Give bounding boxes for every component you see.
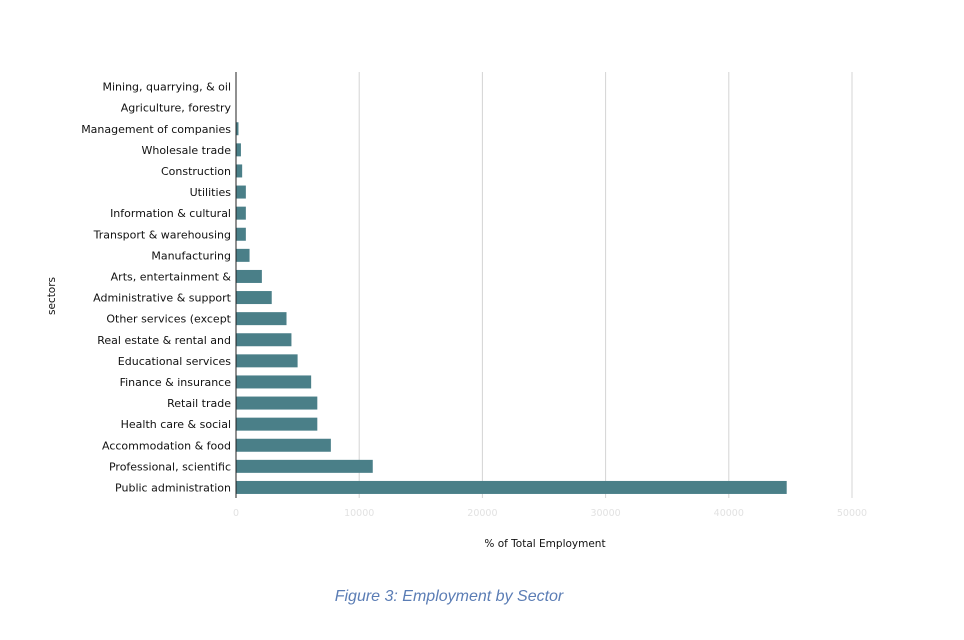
- category-label: Health care & social: [121, 418, 231, 431]
- category-label: Public administration: [115, 481, 231, 494]
- bar: [236, 354, 298, 368]
- category-label: Wholesale trade: [141, 144, 231, 157]
- category-label: Transport & warehousing: [93, 228, 231, 241]
- category-label: Agriculture, forestry: [121, 102, 232, 115]
- category-label: Professional, scientific: [109, 460, 231, 473]
- bar: [236, 227, 246, 241]
- category-label: Information & cultural: [110, 207, 231, 220]
- x-tick-label: 50000: [837, 508, 867, 519]
- x-tick-label: 40000: [714, 508, 744, 519]
- figure-caption: Figure 3: Employment by Sector: [334, 588, 564, 605]
- x-axis-title: % of Total Employment: [484, 538, 605, 550]
- category-label: Construction: [161, 165, 231, 178]
- bar: [236, 291, 272, 305]
- bar: [236, 312, 287, 326]
- x-tick-labels: 0 10000 20000 30000 40000 50000: [233, 508, 867, 519]
- category-label: Finance & insurance: [120, 376, 232, 389]
- category-labels: Mining, quarrying, & oil Agriculture, for…: [81, 81, 231, 495]
- gridlines: [358, 72, 853, 498]
- bar: [236, 333, 292, 347]
- x-tick-label: 20000: [467, 508, 497, 519]
- bar: [236, 269, 262, 283]
- bars: [236, 122, 787, 494]
- category-label: Administrative & support: [93, 292, 232, 305]
- bar: [236, 143, 241, 157]
- bar: [236, 375, 312, 389]
- category-label: Mining, quarrying, & oil: [103, 81, 232, 94]
- bar: [236, 480, 787, 494]
- category-label: Manufacturing: [151, 249, 231, 262]
- bar: [236, 396, 318, 410]
- x-tick-label: 30000: [590, 508, 620, 519]
- bar-chart: Mining, quarrying, & oil Agriculture, for…: [46, 72, 867, 550]
- x-tick-label: 0: [233, 508, 239, 519]
- y-axis-title: sectors: [46, 277, 58, 315]
- bar: [236, 185, 246, 199]
- x-tick-label: 10000: [344, 508, 374, 519]
- category-label: Accommodation & food: [102, 439, 231, 452]
- bar: [236, 438, 331, 452]
- category-label: Management of companies: [81, 123, 231, 136]
- bar: [236, 248, 250, 262]
- category-label: Arts, entertainment &: [111, 270, 232, 283]
- bar: [236, 164, 243, 178]
- category-label: Other services (except: [106, 313, 231, 326]
- category-label: Utilities: [190, 186, 232, 199]
- bar: [236, 122, 239, 136]
- category-label: Retail trade: [167, 397, 231, 410]
- bar: [236, 459, 373, 473]
- bar: [236, 417, 318, 431]
- category-label: Real estate & rental and: [97, 334, 231, 347]
- category-label: Educational services: [118, 355, 231, 368]
- bar: [236, 206, 246, 220]
